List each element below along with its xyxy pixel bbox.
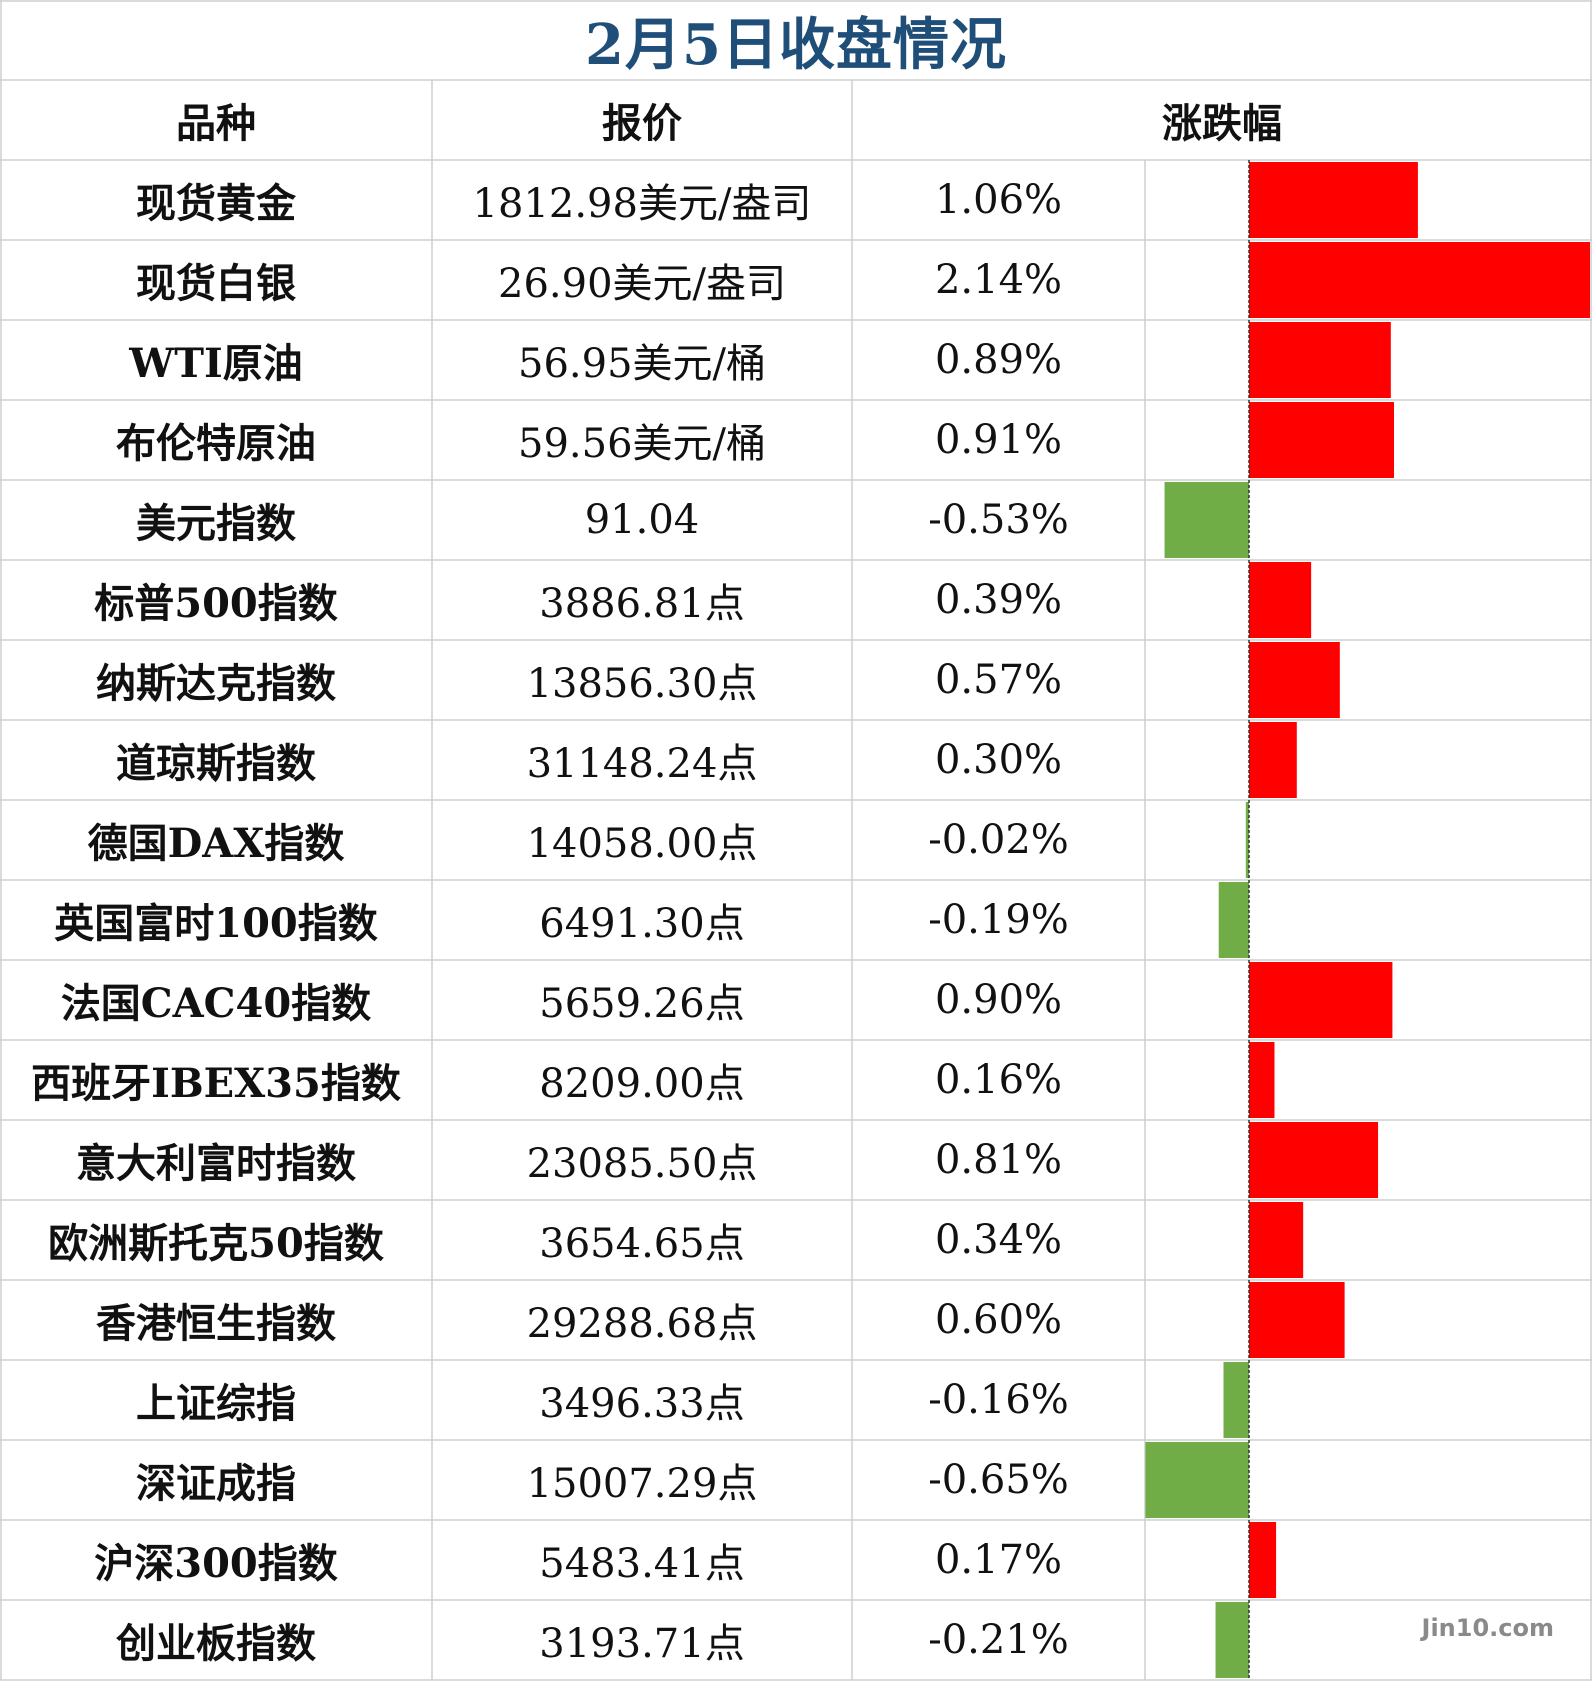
row-price: 6491.30点: [539, 901, 745, 947]
bar-down: [1223, 1362, 1249, 1438]
row-change: 0.17%: [934, 1537, 1063, 1583]
row-label: 现货白银: [136, 260, 296, 307]
row-price: 56.95美元/桶: [518, 341, 766, 387]
row-change: -0.19%: [928, 897, 1069, 943]
row-price: 3654.65点: [539, 1221, 745, 1267]
bar-up: [1249, 562, 1312, 638]
row-change: 0.57%: [934, 657, 1063, 703]
bar-up: [1249, 1122, 1379, 1198]
row-label: 欧洲斯托克50指数: [48, 1220, 384, 1267]
row-label: 德国DAX指数: [87, 820, 345, 867]
watermark: Jin10.com: [1421, 1614, 1554, 1642]
row-change: 0.16%: [934, 1057, 1063, 1103]
bar-up: [1249, 962, 1393, 1038]
row-label: 纳斯达克指数: [96, 660, 336, 707]
row-label: 意大利富时指数: [76, 1140, 356, 1187]
row-price: 5483.41点: [539, 1541, 745, 1587]
row-price: 14058.00点: [526, 821, 758, 867]
row-change: 0.34%: [934, 1217, 1063, 1263]
row-label: 布伦特原油: [116, 420, 316, 467]
row-change: 1.06%: [934, 177, 1063, 223]
row-label: 道琼斯指数: [116, 740, 316, 787]
row-change: -0.65%: [928, 1457, 1069, 1503]
bar-down: [1164, 482, 1249, 558]
bar-down: [1145, 1442, 1249, 1518]
bar-up: [1249, 1042, 1275, 1118]
row-label: 现货黄金: [136, 180, 296, 227]
row-price: 31148.24点: [526, 741, 758, 787]
row-label: 深证成指: [136, 1460, 296, 1507]
row-change: 0.30%: [934, 737, 1063, 783]
bar-up: [1249, 162, 1418, 238]
bar-up: [1249, 322, 1391, 398]
row-price: 5659.26点: [539, 981, 745, 1027]
row-change: -0.02%: [928, 817, 1069, 863]
row-label: 标普500指数: [94, 580, 338, 627]
row-change: 0.89%: [934, 337, 1063, 383]
row-price: 8209.00点: [539, 1061, 745, 1107]
row-label: 沪深300指数: [94, 1540, 338, 1587]
bar-up: [1249, 242, 1590, 318]
header-price: 报价: [602, 100, 682, 147]
row-change: -0.21%: [928, 1617, 1069, 1663]
row-change: -0.53%: [928, 497, 1069, 543]
row-label: 上证综指: [136, 1380, 296, 1427]
row-label: 香港恒生指数: [96, 1300, 336, 1347]
header-change: 涨跌幅: [1162, 100, 1282, 147]
row-price: 1812.98美元/盎司: [472, 181, 812, 227]
row-label: 英国富时100指数: [54, 900, 378, 947]
row-change: 2.14%: [934, 257, 1063, 303]
bar-down: [1215, 1602, 1249, 1678]
row-price: 3193.71点: [539, 1621, 745, 1667]
bar-up: [1249, 402, 1395, 478]
bar-up: [1249, 722, 1297, 798]
row-price: 3496.33点: [539, 1381, 745, 1427]
row-price: 13856.30点: [526, 661, 758, 707]
row-change: -0.16%: [928, 1377, 1069, 1423]
row-label: 西班牙IBEX35指数: [31, 1060, 401, 1107]
row-change: 0.39%: [934, 577, 1063, 623]
row-change: 0.91%: [934, 417, 1063, 463]
row-price: 91.04: [584, 497, 700, 543]
header-name: 品种: [176, 100, 256, 147]
row-price: 29288.68点: [526, 1301, 758, 1347]
page-title: 2月5日收盘情况: [585, 11, 1007, 78]
bar-down: [1245, 802, 1249, 878]
row-change: 0.90%: [934, 977, 1063, 1023]
row-label: 美元指数: [136, 500, 296, 547]
row-change: 0.81%: [934, 1137, 1063, 1183]
row-label: 法国CAC40指数: [60, 980, 372, 1027]
row-price: 59.56美元/桶: [518, 421, 766, 467]
row-label: WTI原油: [129, 340, 303, 387]
row-price: 3886.81点: [539, 581, 745, 627]
bar-up: [1249, 1522, 1277, 1598]
bar-down: [1218, 882, 1249, 958]
row-price: 15007.29点: [526, 1461, 758, 1507]
row-change: 0.60%: [934, 1297, 1063, 1343]
row-label: 创业板指数: [116, 1620, 316, 1667]
bar-up: [1249, 1202, 1304, 1278]
bar-up: [1249, 1282, 1345, 1358]
row-price: 23085.50点: [526, 1141, 758, 1187]
row-price: 26.90美元/盎司: [498, 261, 786, 307]
bar-up: [1249, 642, 1340, 718]
